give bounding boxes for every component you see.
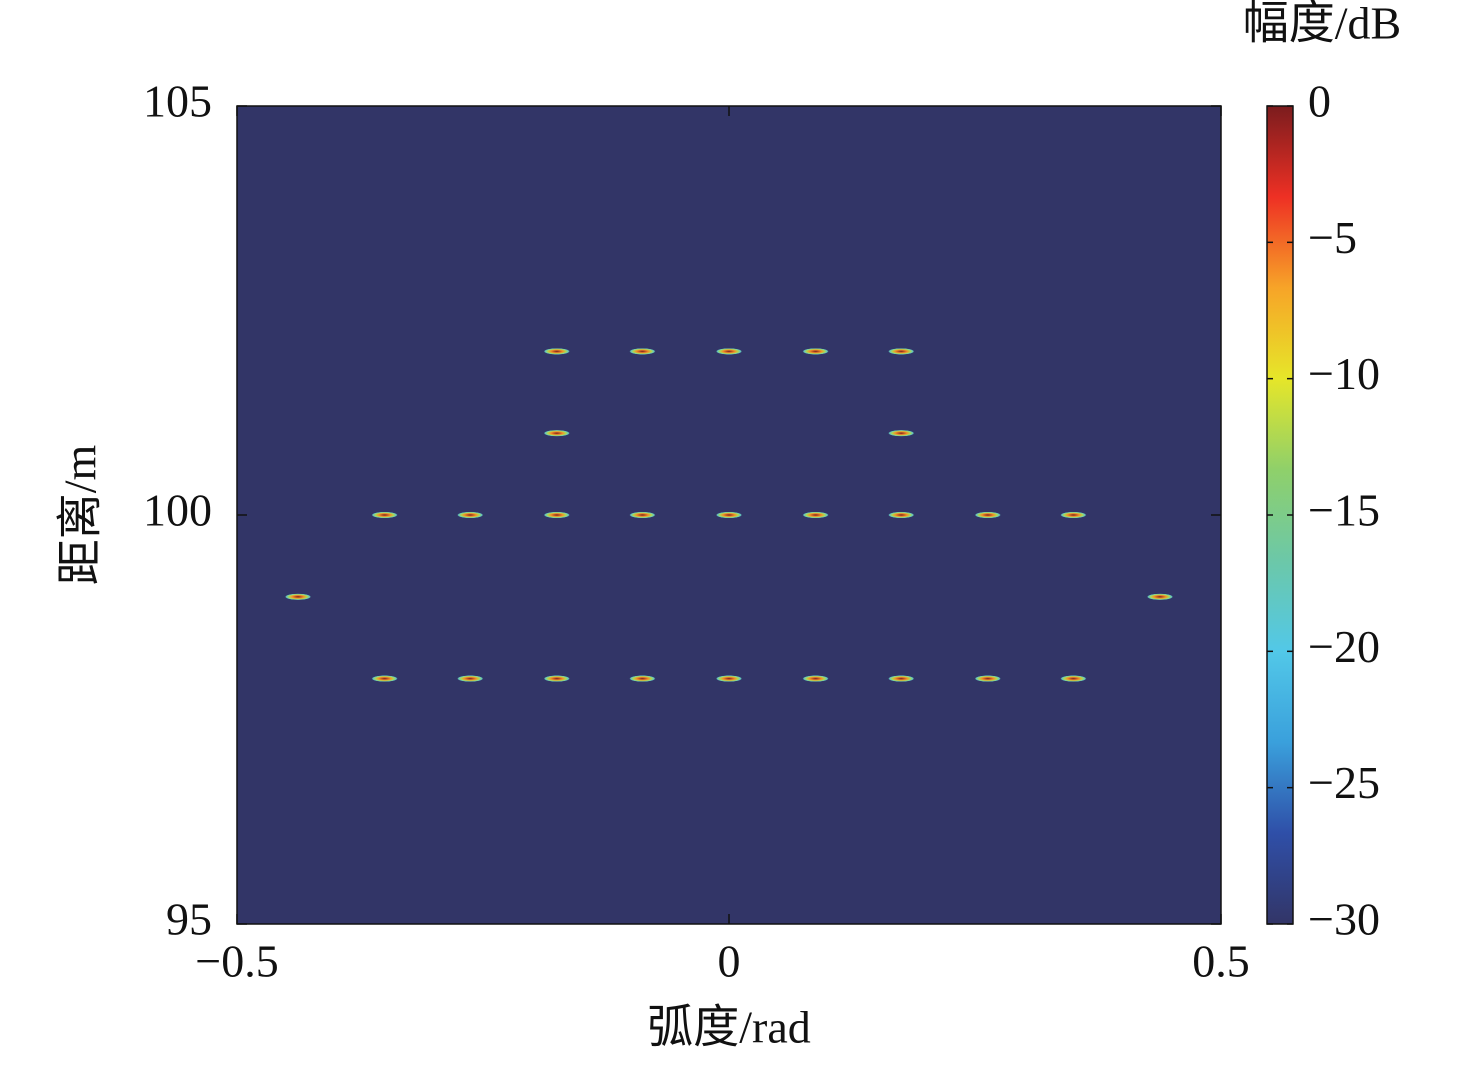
target-point: [371, 511, 398, 519]
target-point: [888, 348, 915, 355]
target-point: [629, 511, 656, 519]
target-point: [802, 511, 829, 519]
target-point: [371, 675, 398, 682]
colorbar-tick-label: −20: [1308, 621, 1380, 672]
target-point: [629, 348, 656, 355]
colorbar-tick-label: −25: [1308, 757, 1380, 808]
target-point: [802, 675, 829, 682]
target-point: [974, 511, 1001, 519]
target-point: [543, 348, 570, 355]
target-point: [888, 511, 915, 519]
colorbar-tick-label: −5: [1308, 212, 1357, 263]
x-tick-label: 0: [718, 936, 741, 987]
target-point: [457, 675, 484, 682]
target-point: [543, 430, 570, 437]
target-point: [457, 511, 484, 519]
x-tick-label: −0.5: [195, 936, 278, 987]
target-point: [802, 348, 829, 355]
x-tick-label: 0.5: [1192, 936, 1250, 987]
target-point: [974, 675, 1001, 682]
y-tick-label: 95: [166, 894, 212, 945]
y-axis-label: 距离/m: [55, 445, 106, 586]
y-tick-label: 100: [143, 485, 212, 536]
x-axis-label: 弧度/rad: [647, 1002, 811, 1053]
target-point: [543, 511, 570, 519]
colorbar-tick-label: −30: [1308, 894, 1380, 945]
target-point: [629, 675, 656, 682]
target-point: [888, 675, 915, 682]
target-point: [716, 348, 742, 355]
target-point: [1060, 511, 1087, 519]
target-point: [888, 430, 915, 437]
target-point: [1146, 593, 1173, 600]
target-point: [716, 675, 742, 682]
target-point: [716, 511, 742, 519]
colorbar-label: 幅度/dB: [1243, 0, 1401, 49]
colorbar-tick-label: 0: [1308, 76, 1331, 127]
target-point: [285, 593, 312, 600]
target-point: [543, 675, 570, 682]
colorbar-tick-label: −10: [1308, 348, 1380, 399]
target-point: [1060, 675, 1087, 682]
y-tick-label: 105: [143, 76, 212, 127]
colorbar-tick-label: −15: [1308, 485, 1380, 536]
